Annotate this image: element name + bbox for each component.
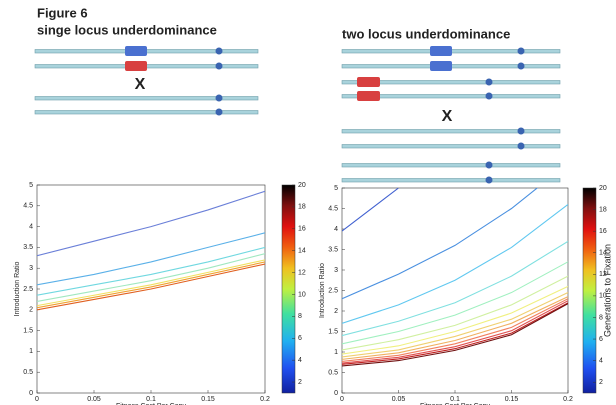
contour-line: [37, 263, 265, 311]
colorbar: [582, 187, 597, 394]
y-tick-label: 5: [334, 185, 338, 192]
x-tick-label: 0.1: [146, 396, 156, 403]
contour-line: [37, 190, 265, 257]
y-tick-label: 2: [334, 308, 338, 315]
contour-line: [342, 261, 568, 345]
y-tick-label: 3: [334, 267, 338, 274]
y-tick-label: 4.5: [23, 203, 33, 210]
colorbar-tick-label: 12: [599, 271, 607, 278]
cross-symbol: X: [442, 108, 453, 125]
colorbar-tick-label: 16: [599, 228, 607, 235]
y-tick-label: 4: [29, 223, 33, 230]
y-tick-label: 1: [334, 349, 338, 356]
y-tick-label: 3.5: [328, 246, 338, 253]
colorbar-tick-label: 6: [298, 335, 302, 342]
contour-line: [342, 203, 568, 324]
y-tick-label: 0: [29, 390, 33, 397]
panel-title: two locus underdominance: [342, 26, 510, 41]
contour-line: [37, 232, 265, 286]
panel-title: singe locus underdominance: [37, 22, 217, 37]
colorbar-tick-label: 2: [599, 379, 603, 386]
contour-line: [37, 261, 265, 309]
colorbar-tick-label: 8: [298, 313, 302, 320]
colorbar-tick-label: 20: [298, 182, 306, 189]
diagram-right: [341, 46, 561, 184]
contour-line: [342, 298, 568, 362]
diagram-left: [34, 46, 259, 116]
colorbar-tick-label: 18: [599, 206, 607, 213]
y-tick-label: 4.5: [328, 205, 338, 212]
y-tick-label: 1.5: [328, 328, 338, 335]
contour-line: [342, 188, 399, 232]
contour-line: [37, 253, 265, 303]
contour-line: [342, 292, 568, 358]
colorbar-tick-label: 8: [599, 314, 603, 321]
x-tick-label: 0: [340, 396, 344, 403]
x-axis-label: Fitness Cost Per Copy: [420, 403, 491, 405]
contour-line: [342, 188, 539, 300]
y-tick-label: 2.5: [328, 287, 338, 294]
contour-line: [342, 302, 568, 365]
x-tick-label: 0.05: [87, 396, 101, 403]
contour-line: [37, 246, 265, 296]
colorbar-tick-label: 16: [298, 226, 306, 233]
lines: [37, 190, 265, 311]
colorbar-tick-label: 20: [599, 185, 607, 192]
colorbar-tick-label: 18: [298, 204, 306, 211]
y-tick-label: 4: [334, 226, 338, 233]
y-tick-label: 0.5: [328, 369, 338, 376]
y-tick-label: 3.5: [23, 244, 33, 251]
y-tick-label: 0.5: [23, 369, 33, 376]
y-tick-label: 5: [29, 182, 33, 189]
y-tick-label: 3: [29, 265, 33, 272]
x-tick-label: 0.2: [563, 396, 573, 403]
x-tick-label: 0.2: [260, 396, 270, 403]
colorbar-label: Generations to Fixation: [602, 244, 612, 337]
colorbar: [281, 184, 296, 394]
contour-line: [342, 303, 568, 367]
contour-line: [342, 275, 568, 351]
colorbar-tick-label: 14: [298, 248, 306, 255]
colorbar-tick-label: 2: [298, 379, 302, 386]
y-tick-label: 1: [29, 348, 33, 355]
y-axis-label: Introduction Ratio: [319, 263, 326, 318]
y-tick-label: 1.5: [23, 327, 33, 334]
contour-line: [342, 240, 568, 337]
contour-line: [342, 285, 568, 355]
lines: [342, 188, 568, 367]
x-axis-label: Fitness Cost Per Copy: [116, 403, 187, 405]
colorbar-tick-label: 10: [298, 291, 306, 298]
figure-label: Figure 6: [37, 5, 88, 20]
x-tick-label: 0: [35, 396, 39, 403]
contour-line: [342, 300, 568, 364]
colorbar-tick-label: 4: [298, 357, 302, 364]
contour-line: [342, 296, 568, 360]
y-tick-label: 2: [29, 307, 33, 314]
y-axis-label: Introduction Ratio: [14, 261, 21, 316]
cross-symbol: X: [135, 76, 146, 93]
colorbar-tick-label: 4: [599, 357, 603, 364]
y-tick-label: 2.5: [23, 286, 33, 293]
colorbar-tick-label: 10: [599, 293, 607, 300]
x-tick-label: 0.15: [505, 396, 519, 403]
contour-line: [37, 259, 265, 307]
x-tick-label: 0.1: [450, 396, 460, 403]
colorbar-tick-label: 14: [599, 250, 607, 257]
colorbar-tick-label: 6: [599, 336, 603, 343]
x-tick-label: 0.05: [392, 396, 406, 403]
colorbar-tick-label: 12: [298, 269, 306, 276]
x-tick-label: 0.15: [201, 396, 215, 403]
y-tick-label: 0: [334, 390, 338, 397]
